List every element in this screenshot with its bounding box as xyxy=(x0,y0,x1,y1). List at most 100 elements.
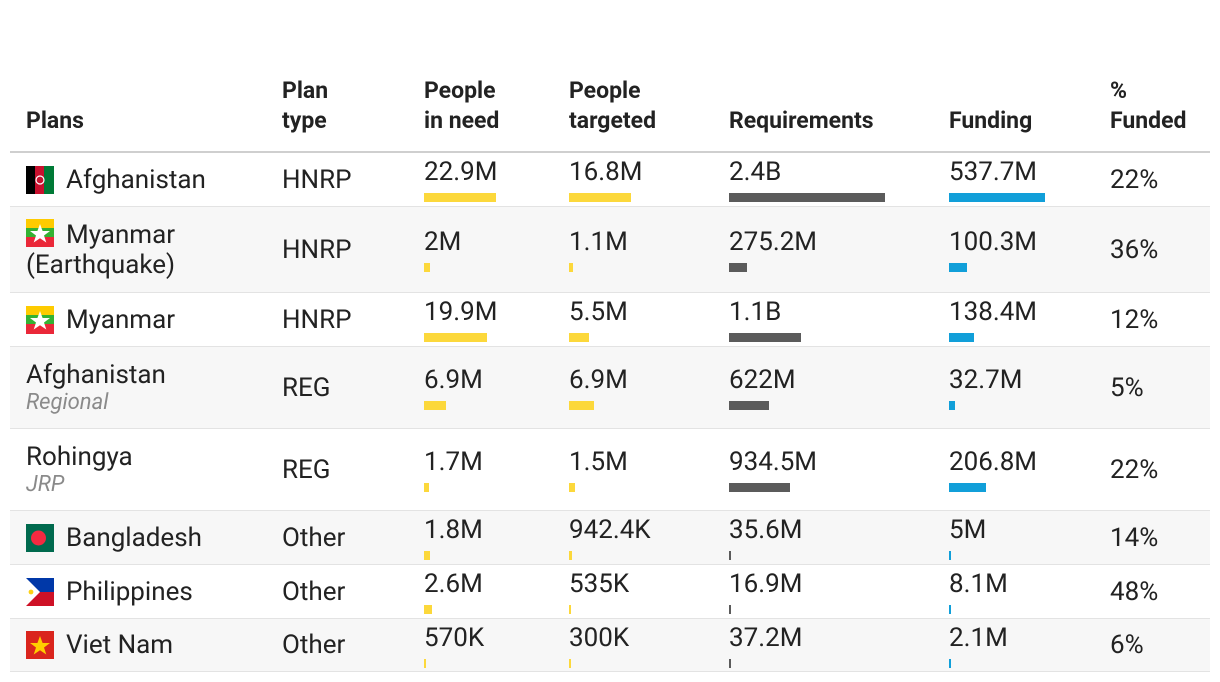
value-bar xyxy=(729,193,885,202)
value-bar xyxy=(949,658,951,668)
value-label: 16.8M xyxy=(569,157,643,187)
value-cell: 19.9M xyxy=(424,297,569,342)
header-row: Plans Plan type People in need People ta… xyxy=(10,0,1210,153)
value-label: 2M xyxy=(424,227,462,257)
percent-funded: 48% xyxy=(1110,576,1159,607)
value-cell: 5M xyxy=(949,515,1110,560)
table-row: Myanmar (Earthquake) HNRP 2M 1.1M 275.2M 100.… xyxy=(10,207,1210,293)
value-label: 2.1M xyxy=(949,622,1008,653)
percent-funded: 36% xyxy=(1110,234,1159,265)
value-cell: 22.9M xyxy=(424,157,569,202)
value-cell: 1.7M xyxy=(424,447,569,492)
table-row: Afghanistan HNRP 22.9M 16.8M 2.4B 537.7M 22% xyxy=(10,153,1210,207)
column-header: People targeted xyxy=(569,76,729,151)
flag xyxy=(26,305,54,334)
table-row: Rohingya JRP REG 1.7M 1.5M 934.5M 206.8M 22% xyxy=(10,429,1210,511)
column-header: Plan type xyxy=(282,76,424,151)
value-label: 1.5M xyxy=(569,447,628,477)
flag xyxy=(26,219,54,247)
plan-cell: Myanmar xyxy=(10,305,282,335)
value-cell: 6.9M xyxy=(569,365,729,410)
value-bar xyxy=(949,263,967,272)
value-label: 32.7M xyxy=(949,365,1023,395)
value-cell: 5.5M xyxy=(569,297,729,342)
value-label: 19.9M xyxy=(424,297,498,327)
column-header: % Funded xyxy=(1110,76,1210,151)
value-cell: 138.4M xyxy=(949,297,1110,342)
plan-cell: Afghanistan Regional xyxy=(10,360,282,416)
value-cell: 570K xyxy=(424,623,569,668)
value-label: 5M xyxy=(949,515,987,545)
plan-name-wrap: Afghanistan xyxy=(26,165,282,195)
value-bar xyxy=(569,483,575,492)
value-cell: 1.1B xyxy=(729,297,949,342)
value-bar xyxy=(569,401,595,410)
plan-type: HNRP xyxy=(282,234,352,265)
percent-funded: 12% xyxy=(1110,304,1159,335)
value-cell: 206.8M xyxy=(949,447,1110,492)
percent-funded: 6% xyxy=(1110,630,1144,660)
plan-name: Bangladesh xyxy=(66,522,202,553)
value-bar xyxy=(424,263,431,272)
flag xyxy=(26,577,54,606)
value-label: 535K xyxy=(569,569,630,599)
value-bar xyxy=(569,658,571,668)
plan-type: REG xyxy=(282,454,331,485)
value-cell: 275.2M xyxy=(729,227,949,272)
value-cell: 535K xyxy=(569,569,729,614)
plan-type: Other xyxy=(282,576,346,607)
plans-table: Plans Plan type People in need People ta… xyxy=(10,0,1210,672)
plan-type: HNRP xyxy=(282,164,352,195)
column-header: Requirements xyxy=(729,107,874,134)
column-header: Plans xyxy=(26,107,84,134)
value-label: 942.4K xyxy=(569,515,651,545)
value-bar xyxy=(569,605,571,614)
column-header-text: People in need xyxy=(424,77,500,134)
table-row: Afghanistan Regional REG 6.9M 6.9M 622M 32.7M 5… xyxy=(10,347,1210,429)
table-row: Bangladesh Other 1.8M 942.4K 35.6M 5M 14% xyxy=(10,511,1210,565)
plan-name: Viet Nam xyxy=(66,630,174,660)
value-cell: 2M xyxy=(424,227,569,272)
table-row: Philippines Other 2.6M 535K 16.9M 8.1M 48% xyxy=(10,565,1210,619)
plan-name-wrap: Rohingya xyxy=(26,442,282,472)
value-label: 6.9M xyxy=(424,365,483,395)
value-cell: 537.7M xyxy=(949,157,1110,202)
value-cell: 942.4K xyxy=(569,515,729,560)
plan-cell: Rohingya JRP xyxy=(10,442,282,498)
value-bar xyxy=(424,333,487,342)
value-bar xyxy=(949,401,955,410)
value-cell: 622M xyxy=(729,365,949,410)
value-label: 2.4B xyxy=(729,157,782,187)
value-label: 570K xyxy=(424,622,485,653)
value-bar xyxy=(569,551,573,560)
value-label: 206.8M xyxy=(949,447,1038,477)
plan-name: Philippines xyxy=(66,576,193,607)
plan-type: Other xyxy=(282,630,346,660)
value-bar xyxy=(729,551,732,560)
plan-name: Myanmar (Earthquake) xyxy=(26,220,176,280)
value-bar xyxy=(424,401,446,410)
value-bar xyxy=(424,193,496,202)
table-row: Viet Nam Other 570K 300K 37.2M 2.1M 6% xyxy=(10,619,1210,672)
plan-cell: Bangladesh xyxy=(10,523,282,553)
value-cell: 300K xyxy=(569,623,729,668)
plan-cell: Viet Nam xyxy=(10,630,282,660)
value-bar xyxy=(729,605,731,614)
percent-funded: 22% xyxy=(1110,164,1159,195)
value-label: 5.5M xyxy=(569,297,628,327)
value-cell: 2.1M xyxy=(949,623,1110,668)
column-header-text: Plan type xyxy=(282,77,329,134)
value-cell: 32.7M xyxy=(949,365,1110,410)
plan-cell: Afghanistan xyxy=(10,165,282,195)
value-label: 1.1B xyxy=(729,297,782,327)
column-header-text: People targeted xyxy=(569,77,657,134)
plan-type: HNRP xyxy=(282,304,352,335)
table-row: Myanmar HNRP 19.9M 5.5M 1.1B 138.4M 12% xyxy=(10,293,1210,347)
value-label: 1.1M xyxy=(569,227,628,257)
value-cell: 8.1M xyxy=(949,569,1110,614)
value-label: 22.9M xyxy=(424,157,498,187)
plan-name-wrap: Afghanistan xyxy=(26,360,282,390)
value-bar xyxy=(569,263,574,272)
value-bar xyxy=(424,483,430,492)
value-bar xyxy=(949,483,986,492)
